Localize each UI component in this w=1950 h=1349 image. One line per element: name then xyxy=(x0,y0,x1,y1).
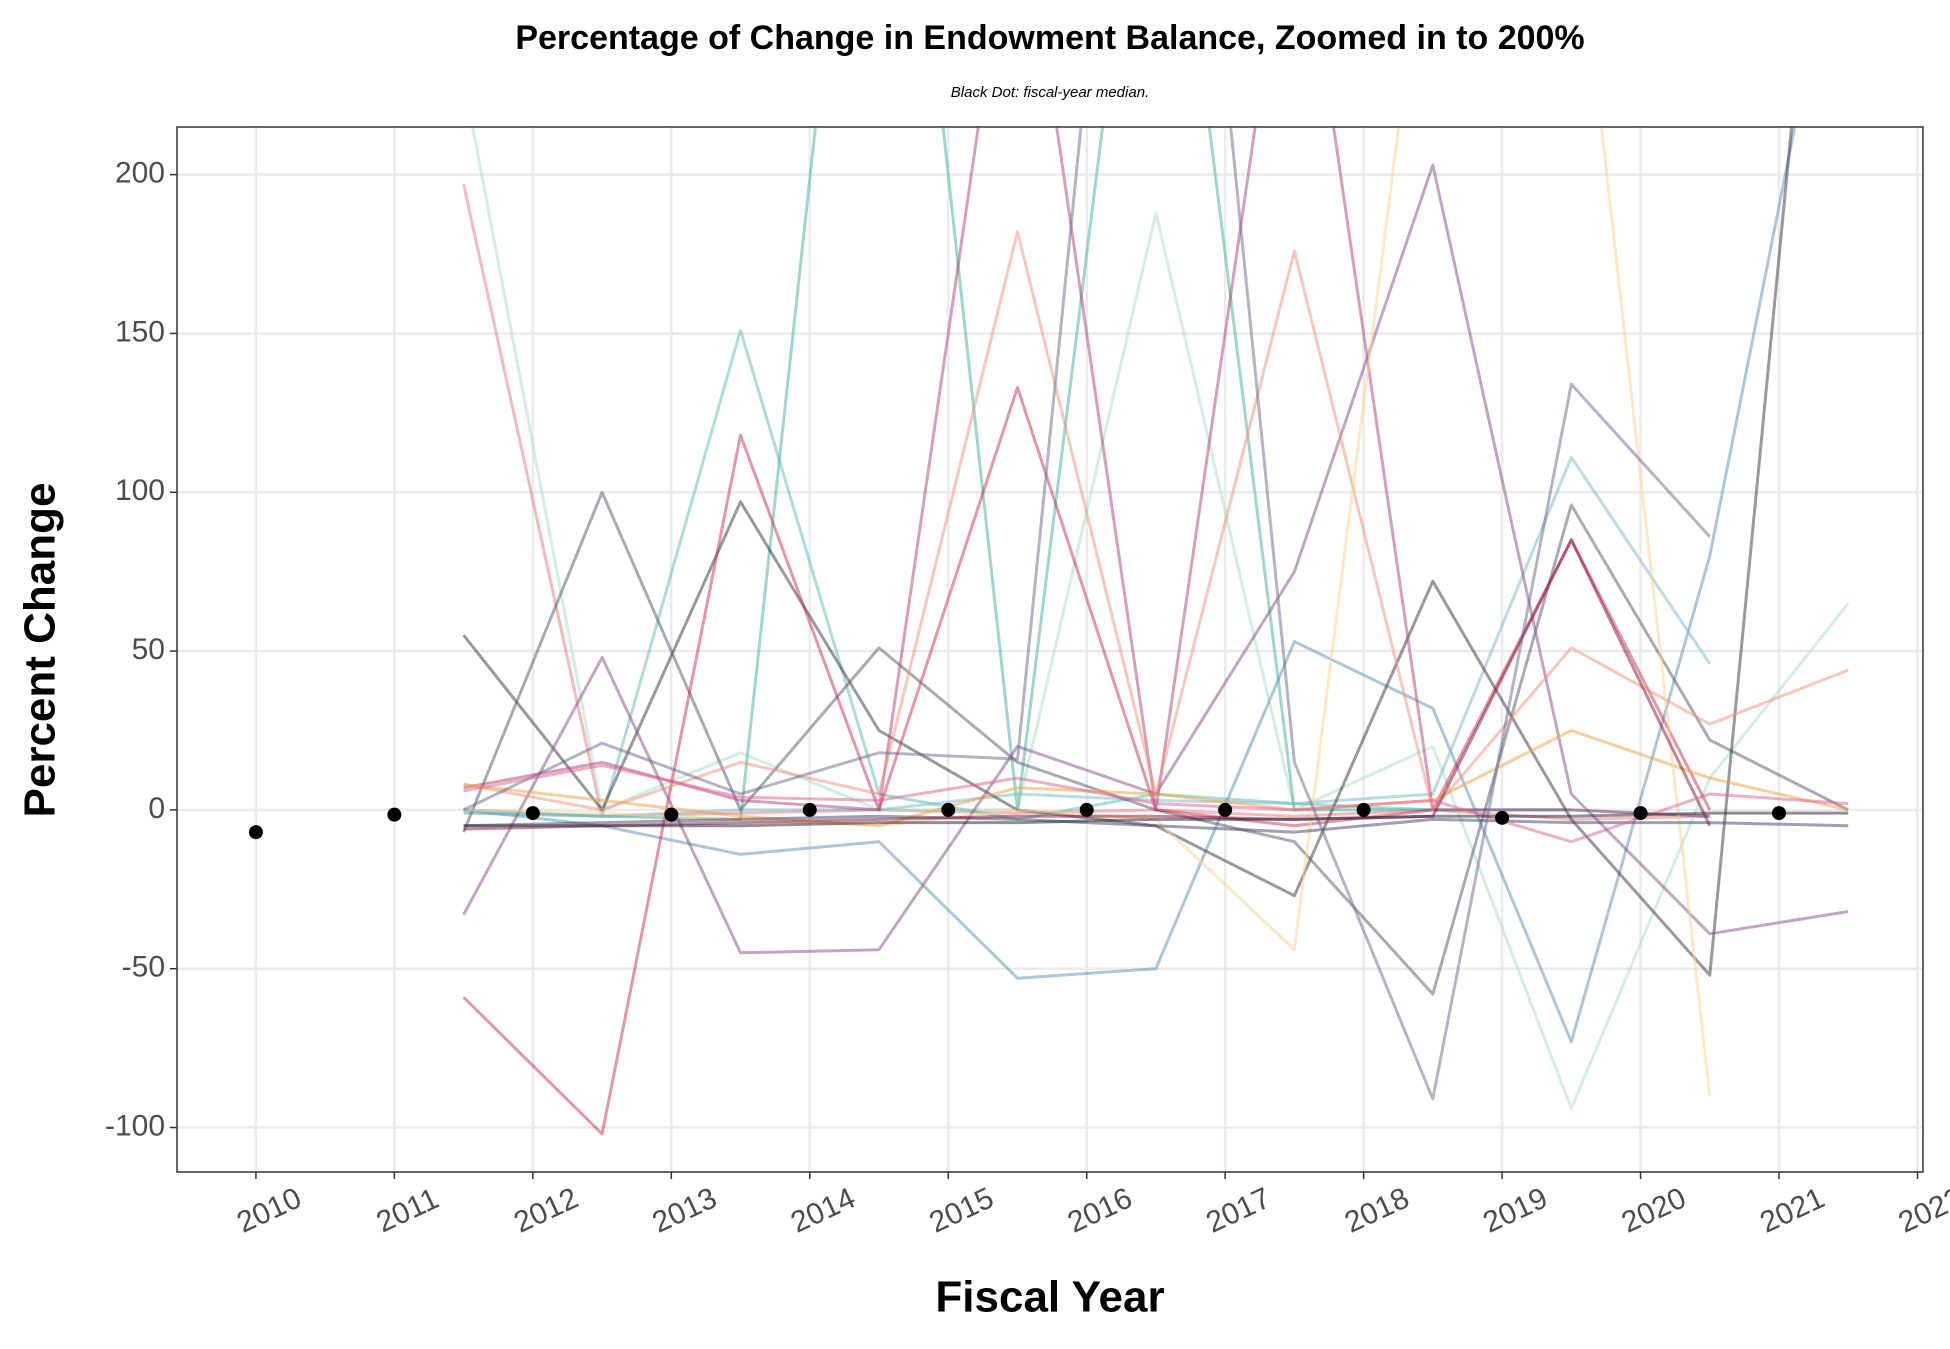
panel-border xyxy=(176,126,1924,1173)
series-line xyxy=(463,811,1849,828)
median-point xyxy=(525,806,540,821)
grid xyxy=(177,127,1923,1172)
y-axis-label: Percent Change xyxy=(16,483,65,818)
y-tick-label: 150 xyxy=(115,315,165,348)
y-tick-label: -100 xyxy=(105,1109,165,1142)
median-point xyxy=(1218,802,1233,817)
y-tick-label: 0 xyxy=(148,792,165,825)
median-point xyxy=(941,802,956,817)
x-axis-label: Fiscal Year xyxy=(935,1273,1164,1322)
y-tick-label: 50 xyxy=(132,633,165,666)
median-point xyxy=(1772,806,1786,821)
y-tick-label: -50 xyxy=(122,951,165,984)
median-point xyxy=(1495,810,1510,825)
median-point xyxy=(248,825,263,840)
median-point xyxy=(1079,802,1094,817)
median-point xyxy=(664,807,679,822)
y-tick-label: 200 xyxy=(115,157,165,190)
median-point xyxy=(802,802,817,817)
median-point xyxy=(1633,806,1648,821)
chart-subtitle: Black Dot: fiscal-year median. xyxy=(951,84,1149,101)
series-line xyxy=(463,814,1849,834)
series-line xyxy=(463,729,1849,828)
series-line xyxy=(463,763,1849,844)
series-line xyxy=(462,127,1711,1101)
series-line xyxy=(471,127,1850,1110)
median-point xyxy=(1356,802,1371,817)
series-line xyxy=(463,127,1797,1044)
y-tick-label: 100 xyxy=(115,474,165,507)
medians xyxy=(248,802,1786,840)
median-point xyxy=(387,807,402,822)
chart-title: Percentage of Change in Endowment Balanc… xyxy=(515,19,1584,57)
